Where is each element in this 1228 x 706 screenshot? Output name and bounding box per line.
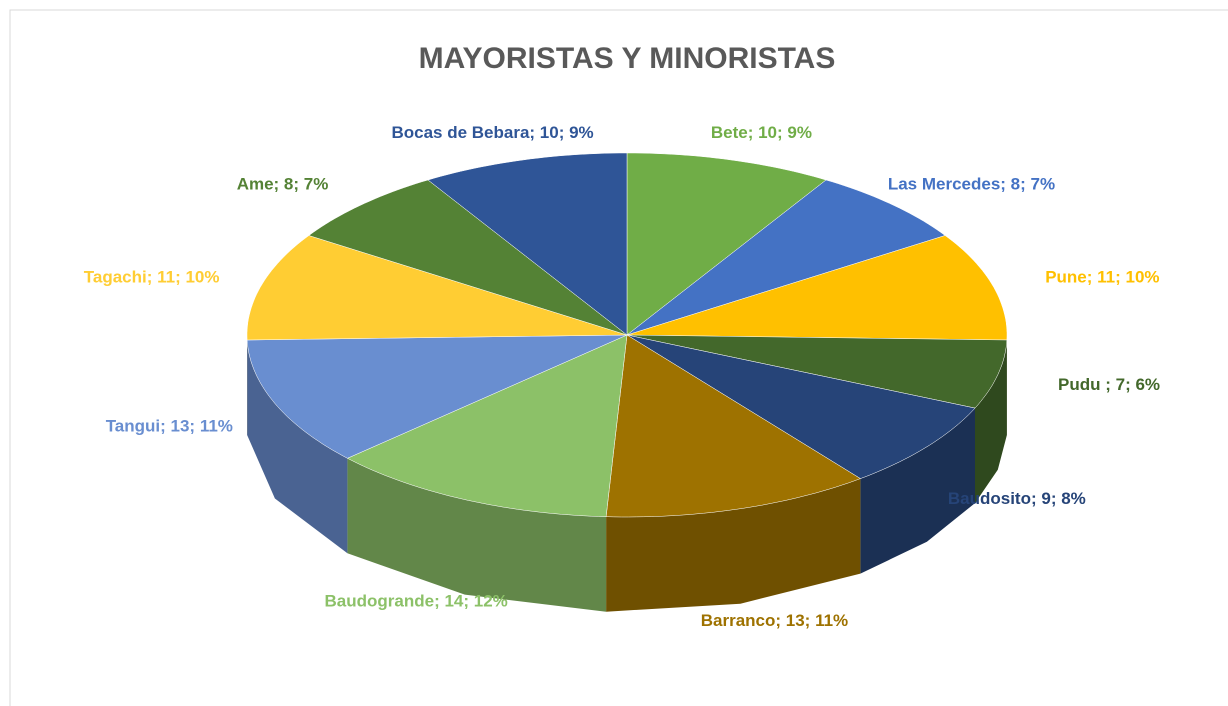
data-label: Baudosito; 9; 8%: [948, 489, 1086, 508]
data-label: Bete; 10; 9%: [711, 123, 812, 142]
data-label: Pune; 11; 10%: [1045, 268, 1159, 287]
data-label: Tagachi; 11; 10%: [84, 268, 220, 287]
data-label: Pudu ; 7; 6%: [1058, 375, 1160, 394]
slice: Pune: [626, 235, 1008, 341]
data-label: Tangui; 13; 11%: [106, 417, 233, 436]
slice: Ame: [308, 179, 628, 336]
slice: Tagachi: [246, 235, 628, 341]
slice: Las Mercedes: [626, 179, 946, 336]
slice-side: Baudosito: [860, 408, 975, 574]
slice: Baudogrande: [346, 334, 628, 517]
data-label: Ame; 8; 7%: [237, 174, 329, 193]
data-label: Bocas de Bebara; 10; 9%: [391, 123, 593, 142]
data-label: Barranco; 13; 11%: [701, 611, 848, 630]
data-label: Baudogrande; 14; 12%: [325, 591, 508, 610]
slice: Barranco: [605, 334, 861, 518]
slice: Pudu: [626, 334, 1008, 409]
slice-side: Tangui: [247, 340, 348, 554]
data-label: Las Mercedes; 8; 7%: [888, 174, 1055, 193]
slice-side: Baudogrande: [347, 458, 607, 612]
slice: Baudosito: [626, 334, 976, 479]
slice: Bete: [626, 152, 827, 336]
slice-side: Pudu: [975, 340, 1007, 504]
slice: Tangui: [246, 334, 628, 459]
chart-title: MAYORISTAS Y MINORISTAS: [419, 42, 836, 75]
slice-side: Barranco: [606, 478, 861, 612]
pie-sides: PunePudu BaudositoBarrancoBaudograndeTan…: [247, 335, 1007, 612]
slice: Bocas de Bebara: [427, 152, 628, 336]
